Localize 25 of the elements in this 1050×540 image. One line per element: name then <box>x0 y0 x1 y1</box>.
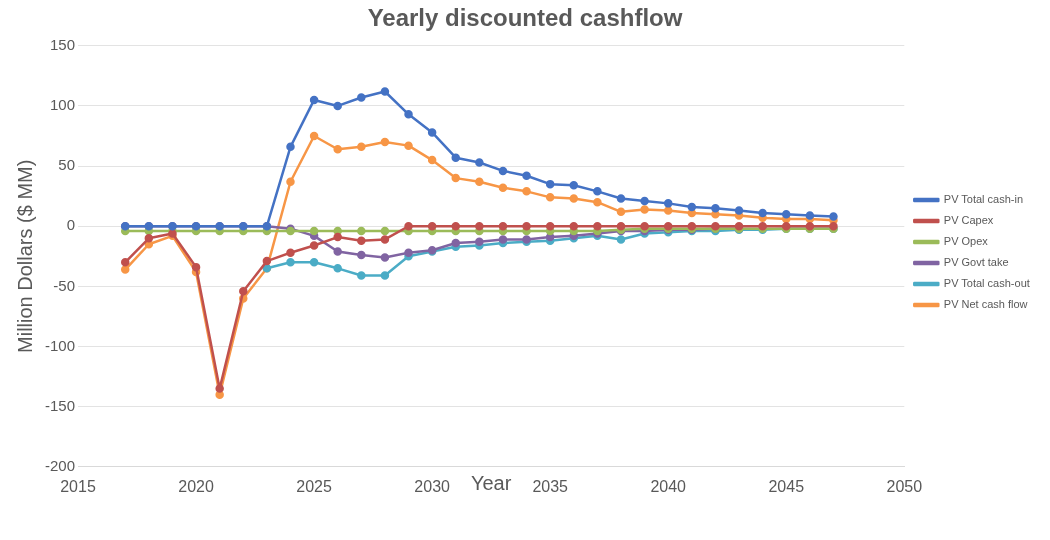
x-tick-label: 2040 <box>650 477 687 495</box>
x-tick-label: 2045 <box>768 477 805 495</box>
legend-label: PV Capex <box>943 214 994 227</box>
legend-label: PV Total cash-out <box>943 277 1030 290</box>
y-tick-label: 0 <box>66 216 76 234</box>
chart-title: Yearly discounted cashflow <box>367 4 683 32</box>
x-tick-label: 2020 <box>178 477 214 495</box>
x-tick-label: 2035 <box>532 477 569 495</box>
y-tick-label: -100 <box>44 336 76 354</box>
x-tick-label: 2050 <box>886 477 923 495</box>
legend-label: PV Govt take <box>943 256 1009 269</box>
y-tick-label: 150 <box>49 35 76 53</box>
x-tick-label: 2030 <box>414 477 451 495</box>
y-tick-label: -150 <box>44 396 76 414</box>
y-tick-label: -50 <box>53 276 76 294</box>
legend-label: PV Opex <box>943 235 989 248</box>
x-tick-label: 2025 <box>296 477 332 495</box>
x-tick-label: 2015 <box>60 477 96 495</box>
legend-label: PV Total cash-in <box>943 193 1024 206</box>
y-axis-title: Million Dollars ($ MM) <box>13 159 36 353</box>
y-tick-label: 50 <box>58 156 76 174</box>
x-axis-title: Year <box>470 472 512 495</box>
legend-label: PV Net cash flow <box>943 298 1028 311</box>
y-tick-label: -200 <box>44 456 76 474</box>
y-tick-label: 100 <box>49 96 76 114</box>
